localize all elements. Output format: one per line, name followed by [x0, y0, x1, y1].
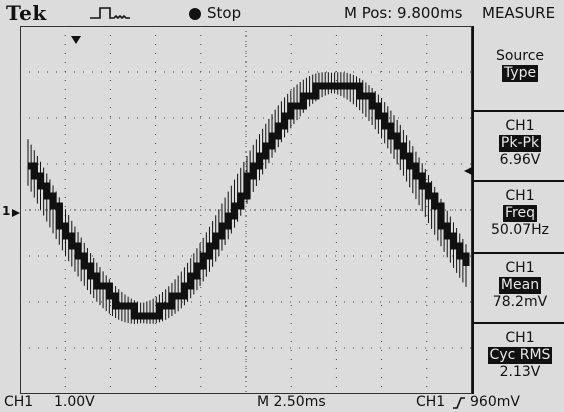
- measurement-type: Cyc RMS: [487, 347, 553, 364]
- rising-edge-icon: [453, 397, 465, 409]
- run-state-label: Stop: [207, 4, 242, 22]
- measurement-3[interactable]: CH1 Mean 78.2mV: [474, 252, 564, 322]
- run-state-indicator-icon: [189, 8, 201, 20]
- measurement-type: Mean: [498, 277, 542, 294]
- measurement-type: Pk-Pk: [498, 135, 542, 152]
- measure-menu: Source Type CH1 Pk-Pk 6.96V CH1 Freq 50.…: [472, 26, 564, 394]
- source-label: Source: [495, 48, 545, 64]
- trigger-level-marker-icon: [464, 166, 474, 176]
- status-bar-bottom: CH1 1.00V M 2.50ms CH1 960mV: [0, 394, 564, 412]
- measurement-channel: CH1: [505, 330, 535, 346]
- horizontal-position-readout: M Pos: 9.800ms: [344, 4, 463, 22]
- menu-source-type[interactable]: Source Type: [474, 48, 564, 82]
- ch1-label: CH1: [4, 394, 34, 410]
- measurement-channel: CH1: [505, 188, 535, 204]
- trigger-source: CH1: [416, 394, 446, 410]
- graticule-and-trace: [20, 26, 472, 394]
- measurement-channel: CH1: [505, 260, 535, 276]
- trigger-level-readout: 960mV: [470, 394, 520, 410]
- measurement-type: Freq: [503, 205, 537, 222]
- measurement-value: 6.96V: [499, 152, 541, 168]
- measurement-value: 2.13V: [499, 364, 541, 380]
- ch1-reference-arrow-icon: [12, 209, 20, 217]
- measurement-value: 50.07Hz: [491, 222, 549, 238]
- brand-logo: Tek: [6, 1, 47, 25]
- type-label: Type: [501, 65, 539, 82]
- status-bar-top: Tek Stop M Pos: 9.800ms MEASURE: [0, 0, 564, 26]
- menu-title: MEASURE: [482, 4, 556, 22]
- ch1-ground-reference-marker: 1: [2, 204, 11, 218]
- timebase-readout: M 2.50ms: [257, 394, 326, 410]
- measurement-value: 78.2mV: [492, 294, 548, 310]
- pulse-trigger-icon: [90, 7, 130, 20]
- waveform-display: [20, 26, 472, 394]
- measurement-channel: CH1: [505, 118, 535, 134]
- trigger-position-marker-icon: [71, 36, 81, 44]
- measurement-4[interactable]: CH1 Cyc RMS 2.13V: [474, 322, 564, 394]
- ch1-vertical-scale: 1.00V: [54, 394, 95, 410]
- measurement-1[interactable]: CH1 Pk-Pk 6.96V: [474, 110, 564, 180]
- measurement-2[interactable]: CH1 Freq 50.07Hz: [474, 180, 564, 252]
